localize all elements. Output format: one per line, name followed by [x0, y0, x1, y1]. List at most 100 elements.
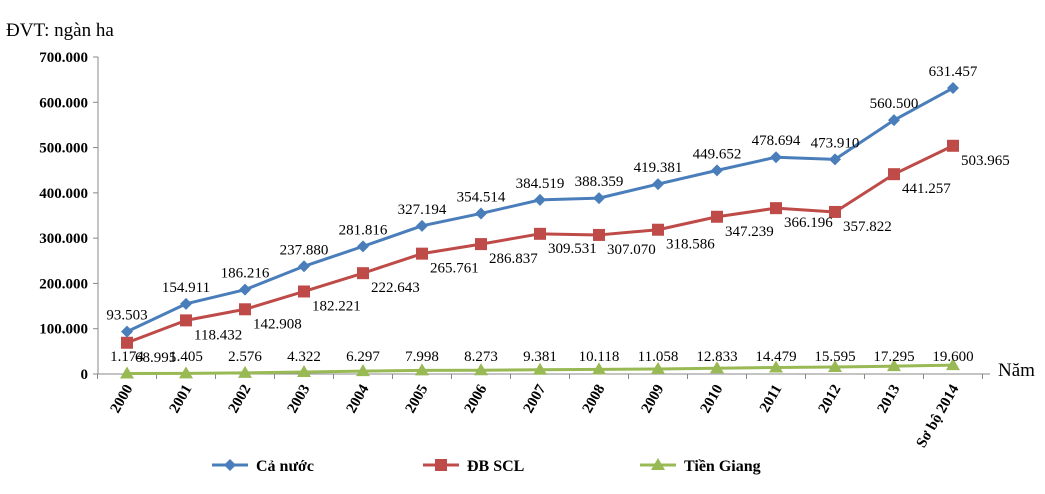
- data-label: 286.837: [489, 251, 538, 267]
- data-label: 347.239: [725, 224, 774, 240]
- series-2: [120, 358, 960, 379]
- data-labels: 93.503 154.911 186.216 237.880 281.816 327.19…: [106, 64, 1009, 366]
- data-point: [357, 240, 369, 253]
- data-label: 354.514: [457, 189, 506, 205]
- x-tick-label: 2006: [462, 382, 491, 416]
- legend-item: Tiền Giang: [640, 458, 761, 475]
- data-point: [533, 362, 547, 375]
- x-tick-label: 2001: [167, 382, 196, 416]
- data-label: 118.432: [194, 327, 242, 343]
- data-label: 93.503: [106, 308, 147, 324]
- series-layer: [120, 82, 960, 379]
- y-tick-label: 0: [81, 367, 89, 383]
- data-label: 307.070: [607, 242, 656, 258]
- y-tick-label: 200.000: [39, 276, 88, 292]
- data-point: [652, 178, 664, 191]
- data-point: [474, 363, 488, 376]
- series-0: [121, 82, 959, 338]
- legend-label: ĐB SCL: [467, 458, 524, 475]
- x-tick-label: 2009: [639, 382, 668, 416]
- data-point: [888, 168, 900, 181]
- data-label: 17.295: [873, 349, 914, 365]
- y-tick-label: 500.000: [39, 141, 88, 157]
- data-point: [297, 365, 311, 378]
- data-label: 318.586: [666, 237, 715, 253]
- x-tick-label: 2013: [875, 382, 904, 416]
- data-label: 10.118: [579, 349, 620, 365]
- data-label: 473.910: [811, 135, 860, 151]
- y-tick-labels: 0 100.000 200.000 300.000 400.000 500.000 600.…: [39, 50, 88, 383]
- data-label: 1.174: [110, 349, 144, 365]
- data-point: [120, 366, 134, 379]
- data-label: 309.531: [548, 241, 597, 257]
- data-point: [357, 267, 369, 280]
- legend-marker: [651, 458, 665, 470]
- data-label: 388.359: [575, 174, 624, 190]
- data-point: [828, 359, 842, 372]
- x-tick-label: 2004: [344, 382, 373, 416]
- x-tick-label: 2010: [698, 382, 727, 416]
- legend-label: Cả nước: [256, 458, 314, 475]
- data-point: [888, 114, 900, 127]
- data-label: 9.381: [523, 349, 557, 365]
- data-point: [887, 359, 901, 372]
- data-label: 68.995: [135, 350, 176, 366]
- data-label: 281.816: [339, 222, 388, 238]
- data-point: [180, 314, 192, 327]
- data-point: [239, 303, 251, 316]
- data-point: [947, 82, 959, 95]
- data-label: 631.457: [929, 64, 978, 80]
- unit-label: ĐVT: ngàn ha: [6, 20, 114, 41]
- data-label: 357.822: [843, 219, 892, 235]
- data-label: 14.479: [755, 349, 796, 365]
- data-label: 182.221: [312, 298, 361, 314]
- data-point: [356, 364, 370, 377]
- data-label: 7.998: [405, 349, 439, 365]
- data-point: [416, 247, 428, 260]
- data-point: [416, 219, 428, 232]
- data-point: [475, 207, 487, 220]
- series-1: [121, 139, 959, 349]
- data-label: 15.595: [814, 349, 855, 365]
- legend: Cả nước ĐB SCL Tiền Giang: [212, 458, 761, 475]
- data-label: 8.273: [464, 349, 498, 365]
- data-point: [652, 223, 664, 236]
- data-point: [770, 151, 782, 164]
- data-label: 4.322: [287, 349, 321, 365]
- data-label: 384.519: [516, 176, 565, 192]
- data-point: [121, 336, 133, 349]
- data-point: [239, 283, 251, 296]
- data-label: 6.297: [346, 349, 380, 365]
- x-tick-label: 2002: [226, 382, 255, 416]
- data-point: [651, 361, 665, 374]
- legend-marker: [435, 459, 447, 471]
- data-label: 11.058: [638, 349, 679, 365]
- data-point: [770, 202, 782, 215]
- legend-item: ĐB SCL: [423, 458, 524, 475]
- y-tick-label: 300.000: [39, 231, 88, 247]
- y-tick-label: 400.000: [39, 186, 88, 202]
- x-tick-label: Sơ bộ 2014: [914, 382, 963, 451]
- data-label: 154.911: [162, 280, 210, 296]
- data-label: 186.216: [221, 266, 270, 282]
- x-tick-label: 2008: [580, 382, 609, 416]
- y-tick-label: 700.000: [39, 50, 88, 66]
- x-tick-label: 2012: [816, 382, 845, 416]
- x-tick-label: 2005: [403, 382, 432, 416]
- x-tick-label: 2011: [757, 382, 785, 415]
- x-tick-label: 2003: [285, 382, 314, 416]
- data-label: 449.652: [693, 146, 742, 162]
- legend-label: Tiền Giang: [684, 458, 761, 475]
- data-point: [946, 358, 960, 371]
- data-point: [711, 210, 723, 223]
- data-point: [769, 360, 783, 373]
- data-label: 1.405: [169, 349, 203, 365]
- data-point: [298, 260, 310, 273]
- data-point: [121, 325, 133, 338]
- data-point: [711, 164, 723, 177]
- legend-marker: [224, 459, 236, 471]
- data-label: 19.600: [932, 349, 973, 365]
- data-point: [592, 362, 606, 375]
- data-label: 2.576: [228, 349, 262, 365]
